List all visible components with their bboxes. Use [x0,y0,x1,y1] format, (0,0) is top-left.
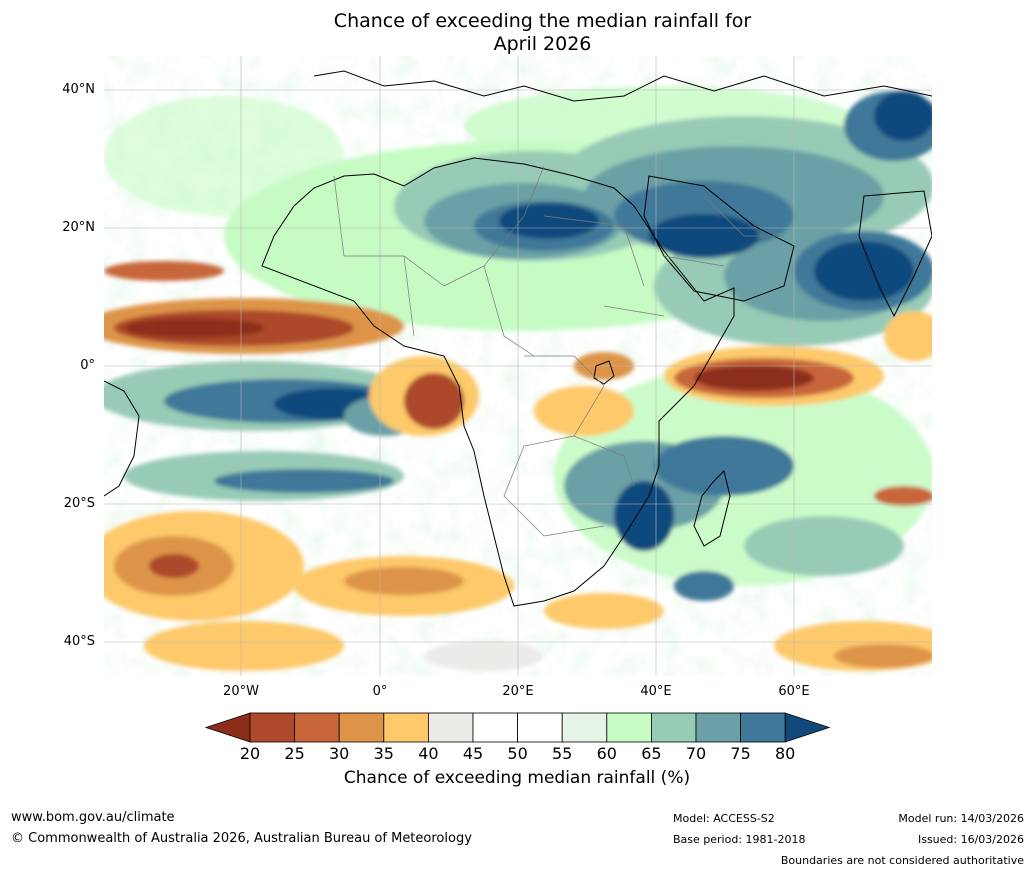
title-line-1: Chance of exceeding the median rainfall … [333,10,752,32]
colorbar-block [249,712,295,743]
colorbar-block [517,712,563,743]
lon-label-20e: 20°E [502,684,534,699]
footer-copyright: © Commonwealth of Australia 2026, Austra… [11,831,472,846]
colorbar-tick-label: 70 [685,744,707,763]
colorbar-tick-label: 30 [329,744,350,763]
lon-label-20w: 20°W [223,684,259,699]
footer-model: Model: ACCESS-S2 [673,812,775,825]
colorbar-block [695,712,741,743]
colorbar-block [383,712,429,743]
colorbar-tick-label: 40 [418,744,439,763]
colorbar-label: Chance of exceeding median rainfall (%) [343,768,691,788]
colorbar-tick-label: 65 [641,744,662,763]
colorbar-tick-label: 75 [730,744,751,763]
lat-label-40n: 40°N [62,82,95,97]
footer-model-run: Model run: 14/03/2026 [898,812,1024,825]
graticule [104,56,932,676]
country-borders [333,165,784,537]
colorbar-tick-label: 20 [239,744,261,763]
colorbar-tick-label: 35 [373,744,394,763]
map-title: Chance of exceeding the median rainfall … [0,10,1035,56]
lon-label-0: 0° [372,684,388,699]
colorbar-block [651,712,697,743]
coastlines [104,70,932,607]
colorbar-tick-label: 50 [507,744,528,763]
colorbar-blocks [204,712,831,743]
lat-label-20n: 20°N [62,220,95,235]
colorbar-block [472,712,518,743]
rainfall-map [104,56,932,676]
lat-label-20s: 20°S [63,496,95,511]
footer-issued: Issued: 16/03/2026 [917,833,1024,846]
colorbar-extend-low [204,712,251,743]
colorbar-block [606,712,652,743]
lat-label-0: 0° [80,358,95,373]
colorbar-block [427,712,474,743]
colorbar-tick-label: 25 [284,744,305,763]
colorbar-extend-high [784,712,831,743]
lon-label-40e: 40°E [640,684,672,699]
colorbar [204,712,831,743]
footer-url[interactable]: www.bom.gov.au/climate [11,810,175,825]
colorbar-block [338,712,385,743]
footer-disclaimer: Boundaries are not considered authoritat… [780,854,1024,867]
footer-base-period: Base period: 1981-2018 [673,833,806,846]
lon-label-60e: 60°E [778,684,810,699]
colorbar-tick-label: 60 [596,744,617,763]
colorbar-tick-label: 55 [552,744,573,763]
colorbar-tick-label: 80 [775,744,796,763]
map-canvas [104,56,932,676]
lat-label-40s: 40°S [63,634,95,649]
colorbar-block [561,712,608,743]
title-line-2: April 2026 [493,33,592,55]
colorbar-block [294,712,340,743]
colorbar-tick-label: 45 [462,744,484,763]
colorbar-block [740,712,786,743]
anomaly-fields [104,86,932,671]
